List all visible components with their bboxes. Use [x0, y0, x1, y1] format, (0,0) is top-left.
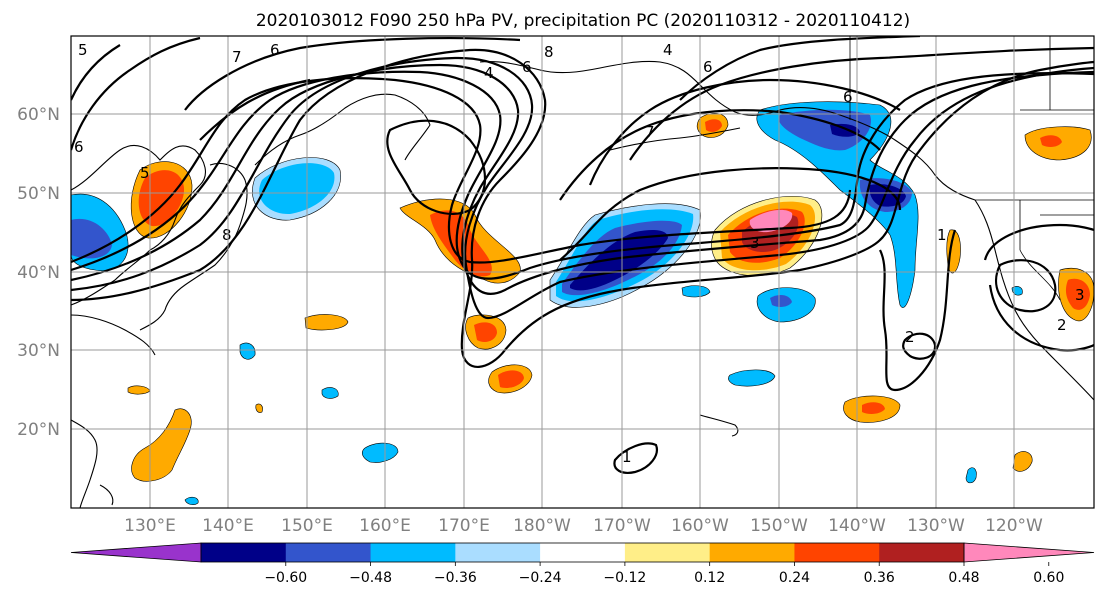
lat-label: 50°N — [17, 184, 60, 204]
lon-label: 180°W — [513, 516, 571, 536]
colorbar-tick-label: −0.48 — [349, 570, 392, 586]
lon-label: 140°E — [202, 516, 254, 536]
pv-contours — [71, 36, 1094, 474]
colorbar-segment — [455, 543, 541, 562]
colorbar-extend-low — [70, 542, 202, 563]
colorbar-tick-label: −0.24 — [519, 570, 562, 586]
contour-label: 6 — [703, 58, 713, 76]
map-panel: 5 6 7 6 4 8 6 4 6 7 6 5 8 3 1 2 1 2 3 — [71, 36, 1094, 508]
contour-label: 6 — [74, 138, 84, 156]
coastlines — [71, 36, 1094, 508]
contour-label: 4 — [484, 64, 494, 82]
colorbar-tick-label: 0.60 — [1033, 570, 1064, 586]
colorbar-tick-label: −0.12 — [603, 570, 646, 586]
colorbar-segment — [879, 543, 965, 562]
contour-label: 1 — [622, 448, 632, 466]
colorbar-tick-label: 0.12 — [694, 570, 725, 586]
contour-label: 3 — [1075, 286, 1085, 304]
colorbar-tick-label: −0.60 — [264, 570, 307, 586]
colorbar-tick-label: −0.36 — [434, 570, 477, 586]
lon-label: 130°E — [124, 516, 176, 536]
contour-label: 5 — [78, 41, 88, 59]
lon-label: 140°W — [828, 516, 886, 536]
colorbar-tick-label: 0.24 — [779, 570, 810, 586]
contour-label: 8 — [544, 43, 554, 61]
lon-label: 150°E — [281, 516, 333, 536]
figure-title: 2020103012 F090 250 hPa PV, precipitatio… — [256, 11, 910, 31]
colorbar-tick-label: 0.36 — [864, 570, 895, 586]
colorbar: −0.60 −0.48 −0.36 −0.24 −0.12 0.12 0.24 0.36 0.4… — [70, 542, 1095, 586]
contour-label: 2 — [1057, 316, 1067, 334]
contour-label: 3 — [750, 234, 760, 252]
colorbar-segment — [540, 543, 626, 562]
lon-label: 170°E — [438, 516, 490, 536]
lat-label: 40°N — [17, 263, 60, 283]
contour-label: 7 — [645, 123, 655, 141]
latitude-labels: 60°N 50°N 40°N 30°N 20°N — [17, 105, 60, 440]
lon-label: 160°E — [359, 516, 411, 536]
lat-label: 60°N — [17, 105, 60, 125]
lon-label: 130°W — [907, 516, 965, 536]
lon-label: 120°W — [985, 516, 1043, 536]
map-frame — [70, 35, 1095, 509]
colorbar-segment — [201, 543, 287, 562]
lon-label: 170°W — [593, 516, 651, 536]
contour-label: 5 — [140, 164, 150, 182]
colorbar-segment — [709, 543, 795, 562]
colorbar-tick-label: 0.48 — [948, 570, 979, 586]
contour-label: 6 — [843, 88, 853, 106]
colorbar-segment — [370, 543, 456, 562]
colorbar-extend-high — [963, 542, 1095, 563]
contour-label: 1 — [937, 226, 947, 244]
lon-label: 160°W — [671, 516, 729, 536]
lat-label: 20°N — [17, 420, 60, 440]
colorbar-outline — [200, 542, 965, 563]
contour-label: 6 — [270, 41, 280, 59]
contour-label: 7 — [232, 48, 242, 66]
gridlines — [71, 36, 1094, 508]
longitude-labels: 130°E 140°E 150°E 160°E 170°E 180°W 170°… — [124, 516, 1043, 536]
colorbar-segment — [794, 543, 880, 562]
contour-label: 8 — [222, 226, 232, 244]
lat-label: 30°N — [17, 341, 60, 361]
colorbar-segment — [624, 543, 711, 562]
contour-label: 4 — [663, 41, 673, 59]
lon-label: 150°W — [750, 516, 808, 536]
contour-label: 2 — [905, 328, 915, 346]
colorbar-segment — [285, 543, 372, 562]
